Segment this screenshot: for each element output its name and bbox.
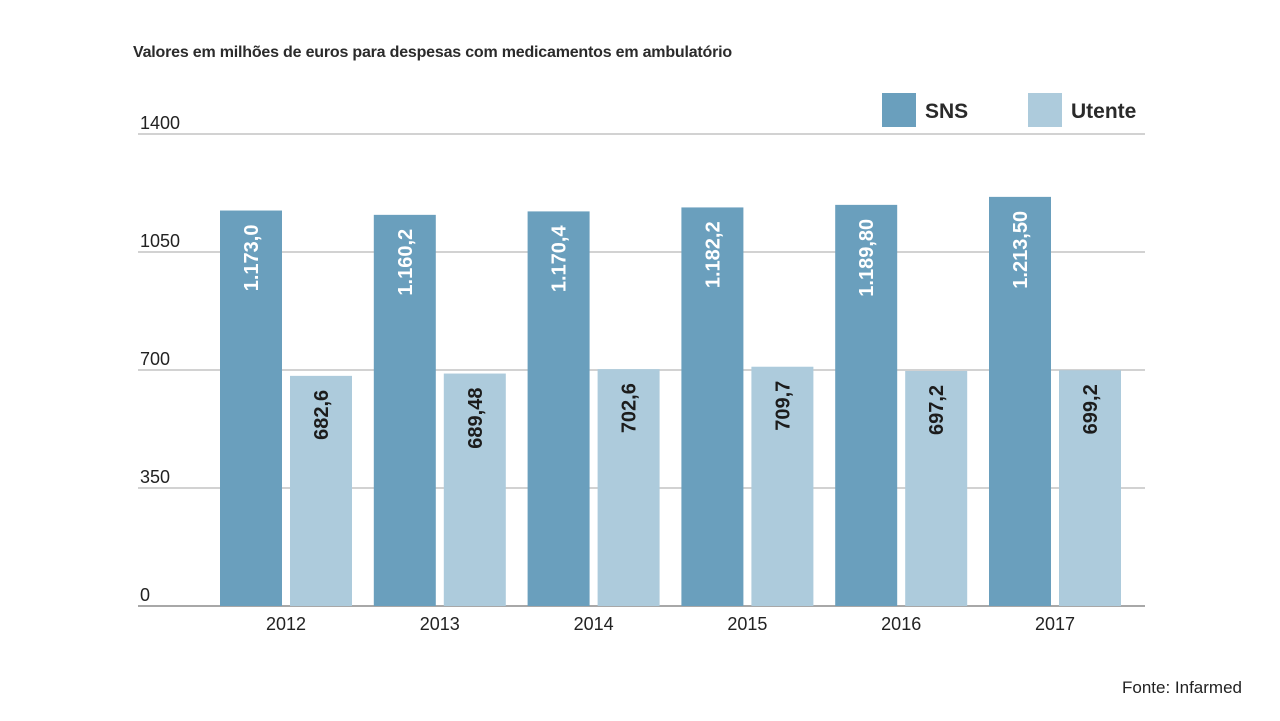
bar-utente-2013 [443,373,506,606]
legend: SNS Utente [882,93,1136,127]
bar-sns-2012 [220,210,282,606]
value-label-sns-2013: 1.160,2 [395,229,417,296]
chart-title: Valores em milhões de euros para despesa… [133,44,732,61]
legend-label-utente: Utente [1071,100,1136,123]
value-label-utente-2017: 699,2 [1080,384,1102,434]
bar-utente-2016 [905,370,968,606]
x-tick-label: 2016 [881,614,921,634]
x-tick-label: 2013 [420,614,460,634]
legend-swatch-sns [882,93,916,127]
bar-utente-2014 [597,369,660,606]
legend-label-sns: SNS [925,100,968,123]
x-tick-label: 2015 [727,614,767,634]
bar-sns-2017 [989,196,1051,606]
x-axis: 2012 2013 2014 2015 2016 2017 [266,614,1075,634]
value-label-sns-2016: 1.189,80 [856,219,878,297]
bars [220,196,1121,606]
y-tick-label: 1400 [140,113,180,133]
value-label-sns-2015: 1.182,2 [702,221,724,288]
x-tick-label: 2014 [574,614,614,634]
value-label-utente-2014: 702,6 [619,383,641,433]
bar-sns-2014 [527,211,590,606]
bar-sns-2013 [373,214,436,606]
value-label-sns-2017: 1.213,50 [1010,211,1032,289]
bar-utente-2012 [290,375,352,606]
value-label-utente-2015: 709,7 [772,381,794,431]
x-tick-label: 2012 [266,614,306,634]
value-label-utente-2013: 689,48 [465,388,487,449]
value-label-sns-2012: 1.173,0 [241,225,263,292]
y-tick-label: 350 [140,467,170,487]
bar-utente-2015 [751,366,814,606]
legend-swatch-utente [1028,93,1062,127]
bar-sns-2015 [681,207,744,606]
y-tick-label: 0 [140,585,150,605]
value-label-utente-2016: 697,2 [926,385,948,435]
y-axis: 0 350 700 1050 1400 [140,113,180,605]
bar-sns-2016 [835,204,898,606]
y-tick-label: 700 [140,349,170,369]
value-label-utente-2012: 682,6 [311,390,333,440]
value-label-sns-2014: 1.170,4 [549,225,571,293]
source-note: Fonte: Infarmed [1121,678,1242,697]
x-tick-label: 2017 [1035,614,1075,634]
value-labels: 1.173,0 682,6 1.160,2 689,48 1.170,4 702,6 1.1… [241,211,1102,449]
bar-utente-2017 [1059,370,1121,606]
y-tick-label: 1050 [140,231,180,251]
